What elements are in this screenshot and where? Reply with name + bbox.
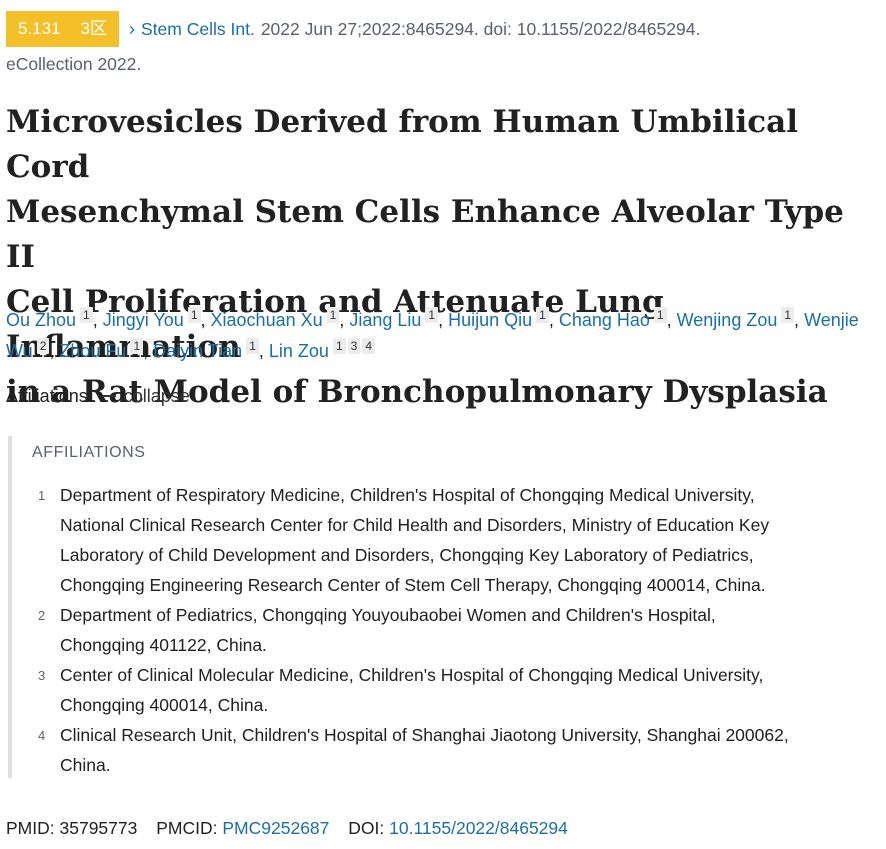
affiliation-text: Department of Pediatrics, Chongqing Youy… xyxy=(60,600,868,660)
affiliation-line: Department of Respiratory Medicine, Chil… xyxy=(60,485,755,505)
journal-tier: 3区 xyxy=(80,19,108,38)
author-link[interactable]: Ou Zhou xyxy=(6,310,77,330)
affiliation-line: Chongqing 401122, China. xyxy=(60,635,267,655)
affiliations-toggle[interactable]: Affiliations collapse xyxy=(6,383,190,409)
affiliations-panel: AFFILIATIONS 1 Department of Respiratory … xyxy=(8,436,882,778)
affiliation-item: 1 Department of Respiratory Medicine, Chi… xyxy=(38,480,868,600)
identifiers: PMID: 35795773 PMCID: PMC9252687 DOI: 10… xyxy=(6,815,568,841)
chevron-right-icon: › xyxy=(129,19,136,39)
affiliation-ref[interactable]: 1 xyxy=(425,307,439,323)
affiliations-label: Affiliations xyxy=(6,386,88,406)
doi-link[interactable]: 10.1155/2022/8465294 xyxy=(389,818,568,838)
affiliation-number: 1 xyxy=(38,488,46,503)
author-item: Ou Zhou 1 xyxy=(6,307,93,330)
author-separator: , xyxy=(666,310,677,330)
title-line: in a Rat Model of Bronchopulmonary Dyspl… xyxy=(6,374,828,410)
affiliation-text: Department of Respiratory Medicine, Chil… xyxy=(60,480,868,600)
affiliation-ref[interactable]: 1 xyxy=(326,307,340,323)
affiliation-number: 4 xyxy=(38,728,46,743)
author-separator: , xyxy=(143,341,154,361)
pmid-value: 35795773 xyxy=(59,818,138,838)
title-line: Microvesicles Derived from Human Umbilic… xyxy=(6,104,799,185)
author-separator: , xyxy=(258,341,269,361)
author-link[interactable]: Huijun Qiu xyxy=(448,310,533,330)
author-link[interactable]: Jingyi You xyxy=(102,310,184,330)
pmcid-link[interactable]: PMC9252687 xyxy=(222,818,330,838)
author-link[interactable]: Chang Hao xyxy=(558,310,650,330)
affiliation-line: Clinical Research Unit, Children's Hospi… xyxy=(60,725,789,745)
pmid-label: PMID: xyxy=(6,818,55,838)
author-item: Chang Hao 1 xyxy=(558,307,667,330)
affiliation-item: 2 Department of Pediatrics, Chongqing You… xyxy=(38,600,868,660)
affiliation-line: Center of Clinical Molecular Medicine, C… xyxy=(60,665,764,685)
doi-label: DOI: xyxy=(348,818,385,838)
affiliation-line: Chongqing 400014, China. xyxy=(60,695,269,715)
author-item: Lin Zou 1 3 4 xyxy=(268,338,375,361)
affiliation-line: Chongqing Engineering Research Center of… xyxy=(60,575,766,595)
author-list: Ou Zhou 1, Jingyi You 1, Xiaochuan Xu 1, Ji… xyxy=(6,305,881,367)
citation-line: 5.131 3区 › Stem Cells Int. 2022 Jun 27;2… xyxy=(6,10,876,48)
affiliation-ref[interactable]: 1 xyxy=(187,307,201,323)
author-link[interactable]: Zhou Fu xyxy=(59,341,127,361)
affiliation-item: 4 Clinical Research Unit, Children's Hosp… xyxy=(38,720,868,780)
affiliation-ref[interactable]: 1 xyxy=(332,338,346,354)
citation-block: 5.131 3区 › Stem Cells Int. 2022 Jun 27;2… xyxy=(6,10,876,74)
affiliation-ref[interactable]: 3 xyxy=(347,338,361,354)
minus-icon xyxy=(101,395,116,397)
affiliation-ref[interactable]: 1 xyxy=(781,307,795,323)
impact-factor-value: 5.131 xyxy=(18,19,61,38)
author-separator: , xyxy=(794,310,805,330)
affiliations-list: 1 Department of Respiratory Medicine, Chi… xyxy=(38,480,868,780)
author-item: Jingyi You 1 xyxy=(102,307,201,330)
affiliations-heading: AFFILIATIONS xyxy=(32,444,146,461)
affiliation-item: 3 Center of Clinical Molecular Medicine, … xyxy=(38,660,868,720)
journal-link[interactable]: Stem Cells Int. xyxy=(141,19,255,39)
impact-factor-badge[interactable]: 5.131 3区 xyxy=(6,11,120,47)
affiliation-line: China. xyxy=(60,755,111,775)
affiliation-ref[interactable]: 1 xyxy=(246,338,259,354)
author-item: Huijun Qiu 1 xyxy=(448,307,549,330)
affiliation-line: Laboratory of Child Development and Diso… xyxy=(60,545,754,565)
affiliation-ref[interactable]: 2 xyxy=(36,338,50,354)
affiliation-ref[interactable]: 1 xyxy=(536,307,549,323)
author-item: Wenjing Zou 1 xyxy=(676,307,795,330)
author-item: Daiyin Tian 1 xyxy=(153,338,259,361)
ecollection-text: eCollection 2022. xyxy=(6,54,142,74)
author-item: Xiaochuan Xu 1 xyxy=(210,307,340,330)
pmcid-label: PMCID: xyxy=(156,818,218,838)
author-link[interactable]: Lin Zou xyxy=(268,341,329,361)
author-link[interactable]: Jiang Liu xyxy=(349,310,422,330)
affiliation-ref[interactable]: 1 xyxy=(653,307,667,323)
author-separator: , xyxy=(200,310,211,330)
author-separator: , xyxy=(339,310,350,330)
affiliation-line: National Clinical Research Center for Ch… xyxy=(60,515,770,535)
author-item: Jiang Liu 1 xyxy=(349,307,439,330)
author-item: Wenjie Wu 2 xyxy=(6,310,859,361)
article-title: Microvesicles Derived from Human Umbilic… xyxy=(6,100,881,415)
author-separator: , xyxy=(92,310,103,330)
author-item: Zhou Fu 1 xyxy=(59,338,144,361)
author-link[interactable]: Wenjing Zou xyxy=(676,310,778,330)
affiliation-text: Center of Clinical Molecular Medicine, C… xyxy=(60,660,868,720)
citation-details: 2022 Jun 27;2022:8465294. doi: 10.1155/2… xyxy=(260,19,701,39)
author-link[interactable]: Daiyin Tian xyxy=(153,341,243,361)
affiliation-ref[interactable]: 1 xyxy=(130,338,144,354)
title-line: Mesenchymal Stem Cells Enhance Alveolar … xyxy=(6,194,844,275)
collapse-link[interactable]: collapse xyxy=(123,386,190,406)
affiliation-number: 3 xyxy=(38,668,46,683)
affiliation-text: Clinical Research Unit, Children's Hospi… xyxy=(60,720,868,780)
affiliation-number: 2 xyxy=(38,608,46,623)
author-separator: , xyxy=(548,310,559,330)
author-link[interactable]: Wenjie Wu xyxy=(6,310,859,361)
affiliation-ref[interactable]: 1 xyxy=(80,307,93,323)
author-link[interactable]: Xiaochuan Xu xyxy=(210,310,323,330)
affiliation-ref[interactable]: 4 xyxy=(362,338,375,354)
affiliation-line: Department of Pediatrics, Chongqing Youy… xyxy=(60,605,716,625)
author-separator: , xyxy=(438,310,449,330)
author-separator: , xyxy=(49,341,60,361)
